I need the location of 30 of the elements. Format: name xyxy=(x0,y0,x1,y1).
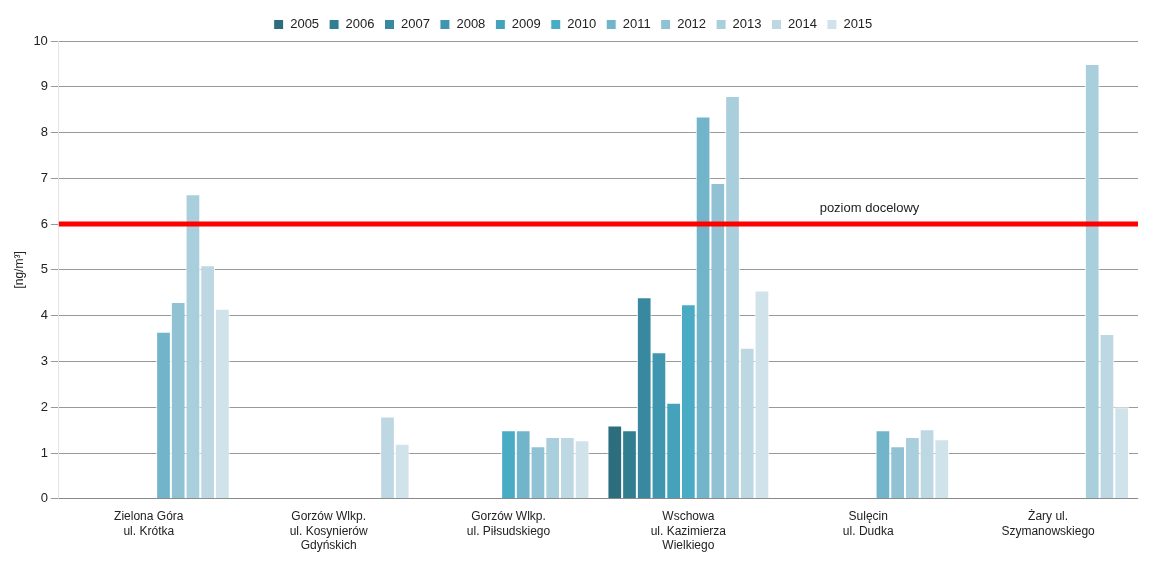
x-tick-label: Żary ul. Szymanowskiego xyxy=(1001,509,1096,538)
y-tick-label: 9 xyxy=(40,78,48,94)
legend-label: 2012 xyxy=(677,16,707,32)
y-tick-label: 10 xyxy=(33,32,48,48)
y-tick-label: 1 xyxy=(40,444,48,460)
ref-line-label: poziom docelowy xyxy=(819,199,920,215)
y-tick-label: 2 xyxy=(40,398,48,414)
y-tick-label: 6 xyxy=(40,215,48,231)
y-tick-label: 5 xyxy=(40,261,48,277)
y-tick-label: 3 xyxy=(40,353,48,369)
y-axis-title: [ng/m³] xyxy=(11,251,26,289)
y-tick-label: 4 xyxy=(40,307,48,323)
legend-label: 2006 xyxy=(345,16,375,32)
x-tick-label: Zielona Góra ul. Krótka xyxy=(114,509,184,538)
x-tick-label: Wschowa ul. Kazimierza Wielkiego xyxy=(650,509,727,553)
y-tick-label: 0 xyxy=(40,490,48,506)
legend-label: 2015 xyxy=(843,16,873,32)
legend-label: 2013 xyxy=(732,16,762,32)
legend-label: 2010 xyxy=(567,16,597,32)
y-tick-label: 8 xyxy=(40,124,48,140)
legend-label: 2014 xyxy=(787,16,817,32)
legend-label: 2005 xyxy=(290,16,320,32)
legend-label: 2008 xyxy=(456,16,486,32)
x-tick-label: Gorzów Wlkp. ul. Kosynierów Gdyńskich xyxy=(289,509,368,553)
y-tick-label: 7 xyxy=(40,169,48,185)
legend-label: 2007 xyxy=(401,16,430,32)
legend-label: 2009 xyxy=(511,16,541,32)
legend-label: 2011 xyxy=(622,16,651,32)
x-tick-label: Gorzów Wlkp. ul. Piłsudskiego xyxy=(466,509,551,538)
x-tick-label: Sulęcin ul. Dudka xyxy=(842,509,894,538)
